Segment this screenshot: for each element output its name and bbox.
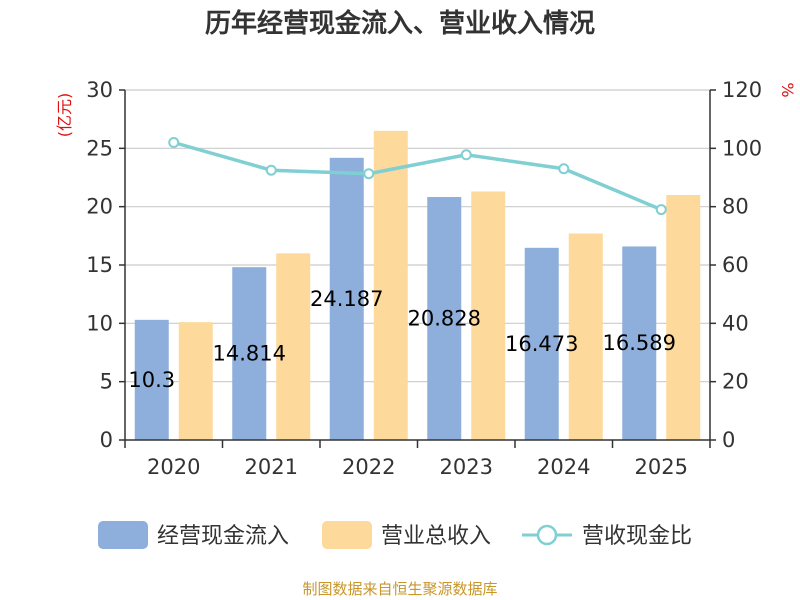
data-label-2020: 10.3 [128, 368, 175, 392]
bar-经营现金流入-2025 [622, 246, 657, 440]
x-tick-label: 2023 [440, 455, 493, 479]
ratio-point-2023 [460, 149, 472, 161]
gridlines [125, 89, 710, 383]
x-tick-label: 2022 [342, 455, 395, 479]
data-label-2023: 20.828 [408, 307, 481, 331]
data-labels: 10.3 14.814 24.187 20.828 16.473 16.589 [128, 287, 676, 392]
bar-经营现金流入-2020 [134, 319, 169, 440]
ratio-point-2020 [168, 137, 180, 148]
data-label-2022: 24.187 [310, 287, 383, 311]
x-tick-label: 2025 [635, 455, 688, 479]
left-tick-label: 15 [86, 253, 113, 277]
left-tick-label: 0 [100, 428, 113, 452]
left-tick-label: 25 [86, 136, 113, 160]
ratio-point-2024 [558, 163, 570, 175]
bar-经营现金流入-2024 [524, 247, 559, 440]
ratio-point-2022 [363, 168, 375, 180]
left-tick-label: 30 [86, 78, 113, 102]
bar-经营现金流入-2022 [329, 157, 364, 440]
bar-营业总收入-2024 [568, 233, 603, 440]
bars [134, 130, 701, 441]
x-tick-label: 2024 [537, 455, 590, 479]
ratio-line-path [173, 140, 662, 212]
right-tick-label: 20 [722, 370, 749, 394]
legend: 经营现金流入 营业总收入 营收现金比 [98, 521, 692, 549]
right-tick-label: 40 [722, 311, 749, 335]
ratio-point-2025 [655, 204, 667, 216]
right-tick-label: 100 [722, 136, 762, 160]
bar-营业总收入-2022 [373, 130, 408, 441]
ratio-point-2021 [265, 164, 277, 176]
legend-swatch-revenue [322, 521, 372, 549]
data-label-2021: 14.814 [213, 342, 286, 366]
data-label-2025: 16.589 [603, 331, 676, 355]
legend-label-ratio: 营收现金比 [582, 524, 692, 549]
x-tick-label: 2020 [147, 455, 200, 479]
bar-营业总收入-2020 [178, 322, 213, 440]
chart-title: 历年经营现金流入、营业收入情况 [205, 8, 595, 39]
bar-营业总收入-2021 [276, 253, 311, 440]
source-note: 制图数据来自恒生聚源数据库 [302, 580, 497, 598]
legend-marker-ratio [536, 524, 558, 546]
bar-营业总收入-2025 [666, 195, 701, 440]
right-tick-label: 60 [722, 253, 749, 277]
right-tick-label: 0 [722, 428, 735, 452]
left-tick-label: 20 [86, 195, 113, 219]
left-axis-unit: (亿元) [55, 93, 74, 138]
ratio-line [168, 137, 667, 216]
data-label-2024: 16.473 [505, 332, 578, 356]
bar-经营现金流入-2021 [232, 267, 267, 440]
right-tick-label: 80 [722, 195, 749, 219]
bar-经营现金流入-2023 [427, 197, 462, 440]
left-tick-label: 10 [86, 311, 113, 335]
x-tick-label: 2021 [245, 455, 298, 479]
legend-label-revenue: 营业总收入 [381, 524, 491, 549]
right-tick-label: 120 [722, 78, 762, 102]
bar-营业总收入-2023 [471, 191, 506, 440]
left-tick-label: 5 [100, 370, 113, 394]
legend-label-cash-inflow: 经营现金流入 [157, 524, 289, 549]
right-axis-unit: % [778, 82, 797, 97]
legend-swatch-cash-inflow [98, 521, 148, 549]
